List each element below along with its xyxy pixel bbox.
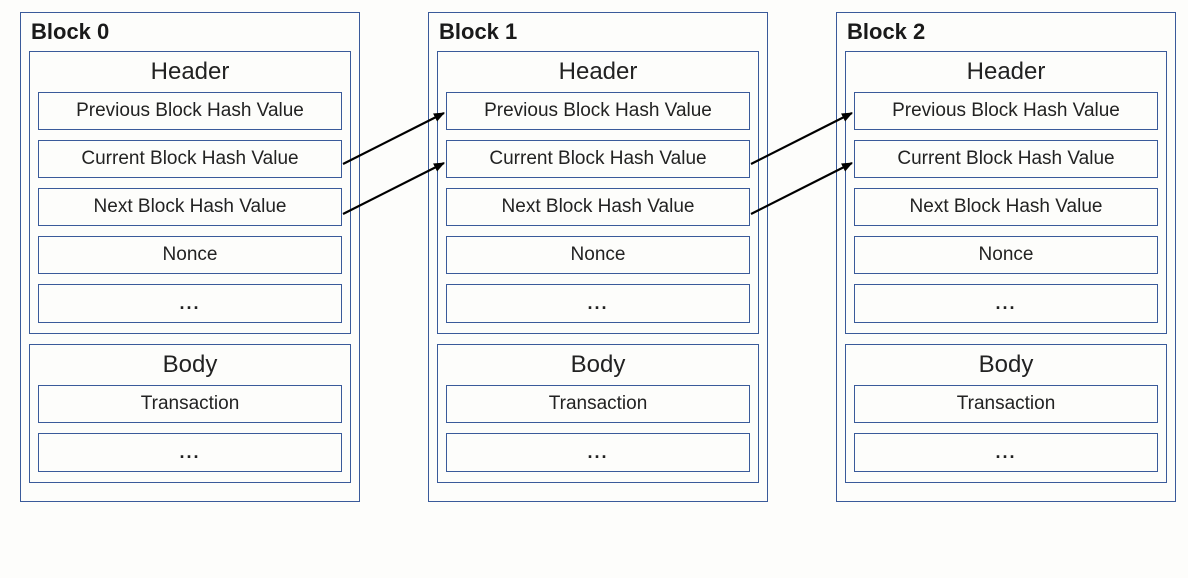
field-ellipsis: ... xyxy=(854,284,1158,323)
block-2: Block 2 Header Previous Block Hash Value… xyxy=(836,12,1176,502)
field-nonce: Nonce xyxy=(446,236,750,274)
field-transaction: Transaction xyxy=(38,385,342,423)
field-ellipsis: ... xyxy=(38,433,342,472)
body-label: Body xyxy=(854,351,1158,379)
field-transaction: Transaction xyxy=(854,385,1158,423)
block-title: Block 0 xyxy=(31,19,351,45)
block-0-header: Header Previous Block Hash Value Current… xyxy=(29,51,351,334)
field-current-hash: Current Block Hash Value xyxy=(854,140,1158,178)
field-current-hash: Current Block Hash Value xyxy=(38,140,342,178)
block-2-header: Header Previous Block Hash Value Current… xyxy=(845,51,1167,334)
blockchain-diagram: Block 0 Header Previous Block Hash Value… xyxy=(0,0,1188,578)
block-0: Block 0 Header Previous Block Hash Value… xyxy=(20,12,360,502)
block-title: Block 2 xyxy=(847,19,1167,45)
block-0-body: Body Transaction ... xyxy=(29,344,351,483)
field-prev-hash: Previous Block Hash Value xyxy=(446,92,750,130)
body-label: Body xyxy=(446,351,750,379)
field-ellipsis: ... xyxy=(854,433,1158,472)
block-1-header: Header Previous Block Hash Value Current… xyxy=(437,51,759,334)
field-nonce: Nonce xyxy=(38,236,342,274)
block-1: Block 1 Header Previous Block Hash Value… xyxy=(428,12,768,502)
header-label: Header xyxy=(854,58,1158,86)
body-label: Body xyxy=(38,351,342,379)
field-next-hash: Next Block Hash Value xyxy=(446,188,750,226)
field-current-hash: Current Block Hash Value xyxy=(446,140,750,178)
field-prev-hash: Previous Block Hash Value xyxy=(854,92,1158,130)
block-title: Block 1 xyxy=(439,19,759,45)
field-next-hash: Next Block Hash Value xyxy=(38,188,342,226)
field-prev-hash: Previous Block Hash Value xyxy=(38,92,342,130)
field-ellipsis: ... xyxy=(38,284,342,323)
block-2-body: Body Transaction ... xyxy=(845,344,1167,483)
field-next-hash: Next Block Hash Value xyxy=(854,188,1158,226)
field-ellipsis: ... xyxy=(446,284,750,323)
field-nonce: Nonce xyxy=(854,236,1158,274)
block-1-body: Body Transaction ... xyxy=(437,344,759,483)
field-transaction: Transaction xyxy=(446,385,750,423)
header-label: Header xyxy=(446,58,750,86)
header-label: Header xyxy=(38,58,342,86)
field-ellipsis: ... xyxy=(446,433,750,472)
